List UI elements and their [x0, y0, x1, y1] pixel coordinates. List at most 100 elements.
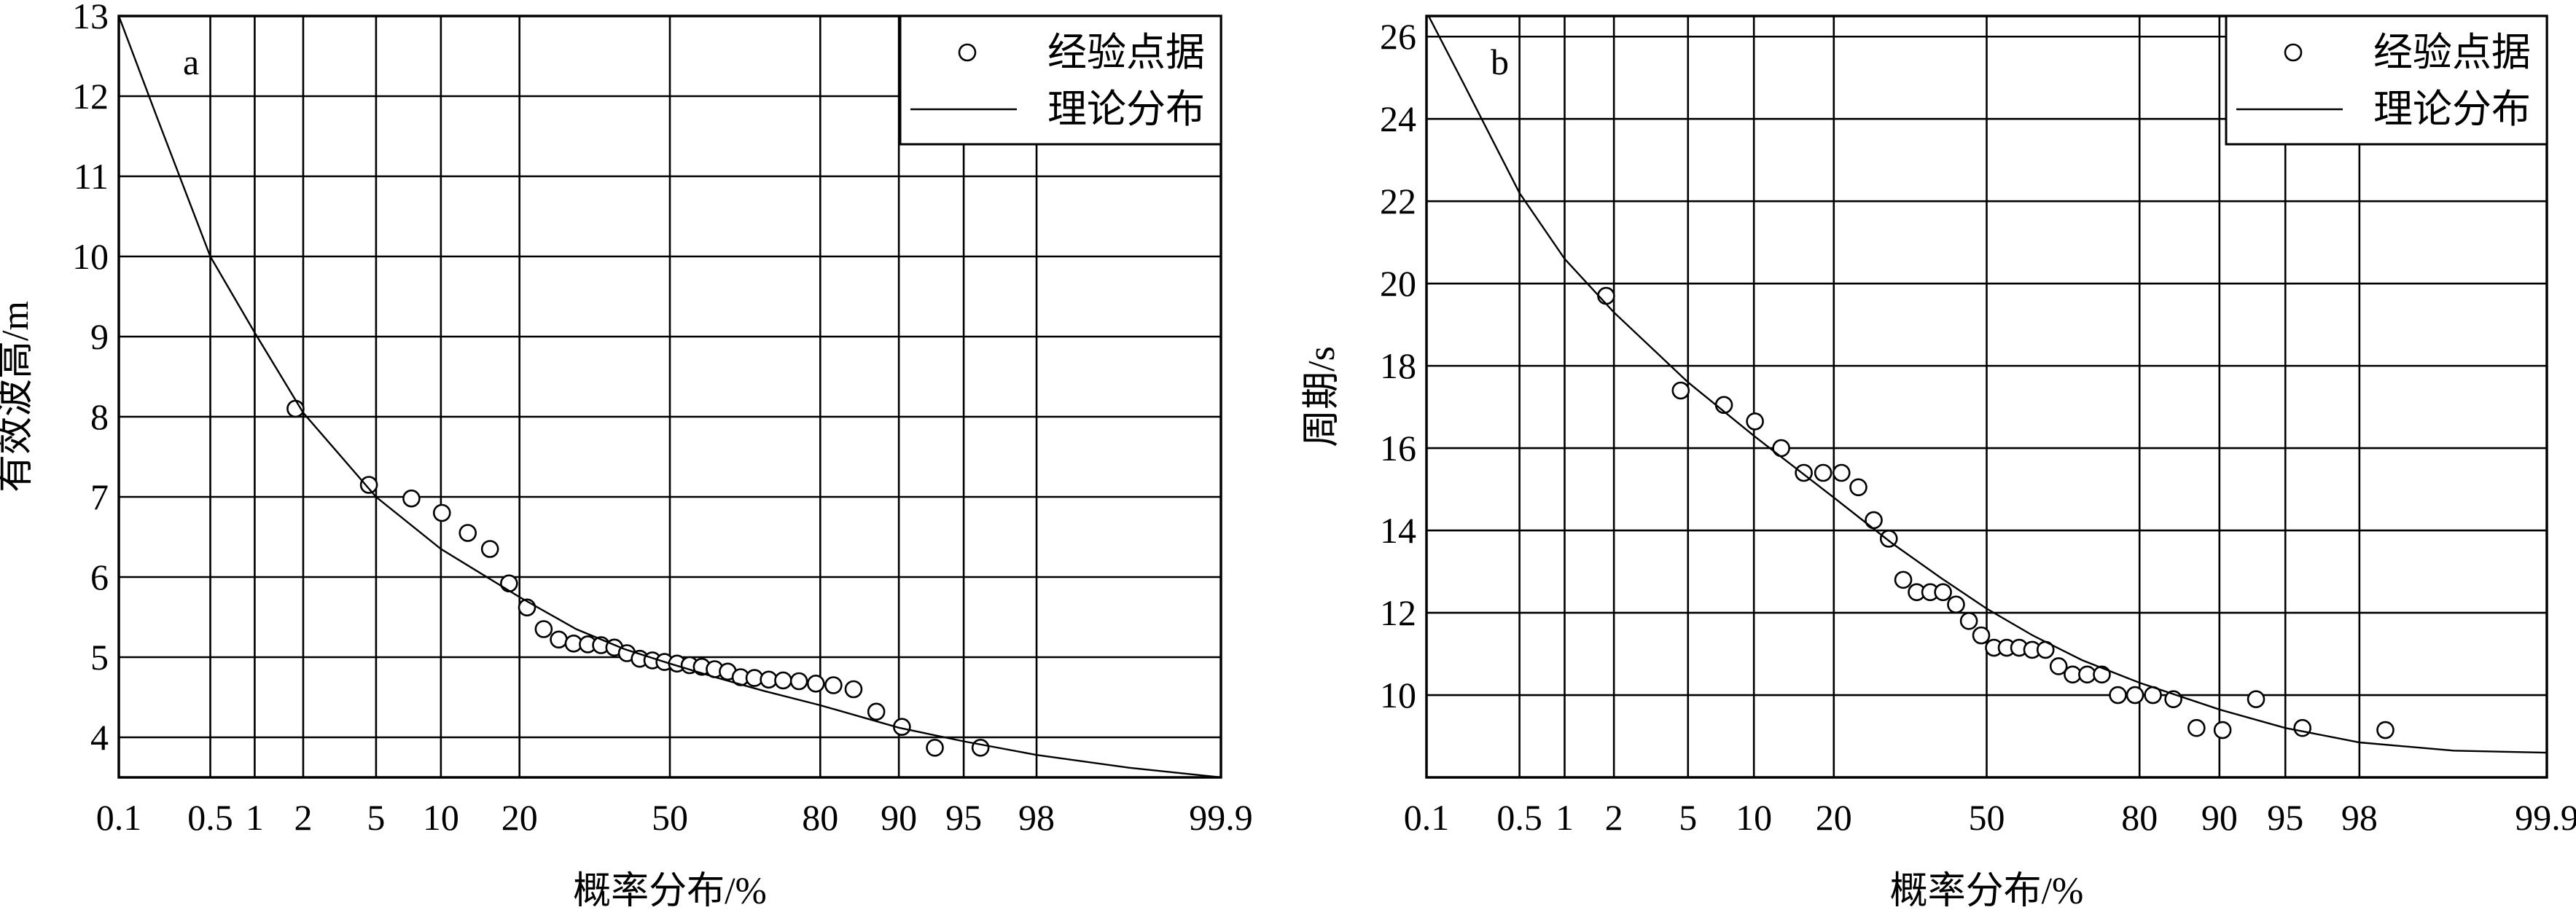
y-tick-label: 12	[1380, 592, 1416, 633]
data-point	[2093, 665, 2111, 684]
x-tick-label: 0.1	[96, 797, 142, 838]
x-tick-label: 98	[2341, 797, 2378, 838]
legend-marker-icon	[2284, 43, 2303, 62]
data-point	[458, 524, 477, 542]
legend-box	[2225, 15, 2548, 146]
data-point	[774, 671, 792, 690]
data-point	[1746, 412, 1764, 431]
y-tick-label: 13	[72, 0, 109, 36]
x-tick-label: 80	[802, 797, 838, 838]
x-tick-label: 10	[1736, 797, 1772, 838]
y-tick-label: 24	[1380, 98, 1416, 139]
data-point	[824, 676, 843, 694]
legend-label-points: 经验点据	[1047, 31, 1205, 74]
x-tick-label: 99.9	[1189, 797, 1253, 838]
x-tick-label: 90	[2201, 797, 2238, 838]
data-point	[867, 702, 886, 721]
data-point	[2049, 657, 2068, 675]
data-point	[500, 574, 518, 593]
x-tick-label: 50	[1969, 797, 2005, 838]
data-point	[2126, 686, 2144, 705]
data-point	[402, 489, 421, 508]
y-tick-label: 10	[1380, 675, 1416, 715]
data-point	[2213, 721, 2232, 740]
y-tick-label: 18	[1380, 345, 1416, 386]
data-point	[2293, 718, 2312, 737]
data-point	[926, 739, 944, 757]
x-tick-label: 80	[2121, 797, 2158, 838]
data-point	[1959, 612, 1978, 630]
data-point	[1671, 381, 1690, 400]
x-tick-label: 0.5	[187, 797, 233, 838]
y-tick-label: 14	[1380, 510, 1416, 551]
x-tick-label: 5	[367, 797, 385, 838]
y-tick-label: 9	[90, 316, 109, 357]
x-tick-label: 5	[1679, 797, 1697, 838]
theory-curve	[119, 16, 1221, 777]
y-tick-label: 16	[1380, 428, 1416, 468]
data-point	[1934, 583, 1952, 602]
x-tick-label: 2	[1605, 797, 1623, 838]
x-tick-label: 0.5	[1496, 797, 1542, 838]
data-point	[844, 680, 863, 699]
x-tick-label: 98	[1018, 797, 1055, 838]
data-point	[2247, 690, 2265, 708]
data-point	[432, 503, 451, 522]
x-tick-label: 95	[2267, 797, 2303, 838]
x-tick-label: 95	[945, 797, 982, 838]
legend-label-curve: 理论分布	[1047, 87, 1205, 131]
data-point	[1832, 463, 1851, 482]
plot-frame	[117, 15, 1222, 779]
theory-curve	[1427, 16, 2547, 754]
y-tick-label: 20	[1380, 263, 1416, 304]
x-axis-title: 概率分布/%	[1890, 871, 2084, 912]
y-axis-title: 周期/s	[1301, 346, 1343, 447]
data-point	[1947, 595, 1965, 614]
data-point	[2187, 718, 2206, 737]
data-point	[1814, 463, 1833, 482]
data-point	[789, 672, 808, 691]
x-axis-title: 概率分布/%	[573, 871, 767, 912]
y-tick-label: 11	[74, 156, 109, 197]
x-tick-label: 1	[1556, 797, 1574, 838]
x-tick-label: 20	[1816, 797, 1852, 838]
panel-label: a	[183, 42, 199, 82]
data-point	[550, 630, 568, 649]
legend-marker-icon	[958, 43, 977, 62]
x-tick-label: 2	[294, 797, 312, 838]
x-tick-label: 1	[246, 797, 264, 838]
legend-label-points: 经验点据	[2373, 31, 2531, 74]
x-tick-label: 10	[423, 797, 459, 838]
panel-b: 0.1 0.5 1 2 5 10 20 50 80 90 95 98 99.9 10 12 14 16 18 20 2…	[1301, 15, 2576, 912]
x-tick-label: 90	[881, 797, 917, 838]
y-tick-label: 5	[90, 637, 109, 678]
data-point	[1879, 530, 1898, 548]
data-point	[1849, 478, 1867, 497]
data-point	[1597, 286, 1615, 305]
legend-box	[899, 15, 1222, 146]
data-point	[534, 620, 553, 638]
data-point	[480, 540, 499, 558]
x-tick-label: 0.1	[1404, 797, 1450, 838]
data-point	[1894, 570, 1913, 589]
data-point	[1972, 626, 1991, 645]
data-point	[359, 476, 378, 494]
data-point	[1772, 439, 1790, 458]
data-point	[2109, 686, 2127, 705]
y-tick-label: 26	[1380, 16, 1416, 57]
y-tick-label: 4	[90, 717, 109, 758]
x-tick-label: 50	[652, 797, 688, 838]
data-point	[2376, 721, 2394, 740]
y-tick-label: 7	[90, 476, 109, 517]
y-tick-label: 22	[1380, 181, 1416, 221]
x-tick-label: 99.9	[2515, 797, 2576, 838]
data-point	[1865, 511, 1883, 530]
y-axis-title: 有效波高/m	[0, 301, 36, 493]
data-point	[971, 739, 990, 757]
data-point	[806, 674, 825, 693]
y-tick-label: 12	[72, 76, 109, 117]
y-tick-label: 10	[72, 236, 109, 277]
y-tick-label: 6	[90, 557, 109, 597]
